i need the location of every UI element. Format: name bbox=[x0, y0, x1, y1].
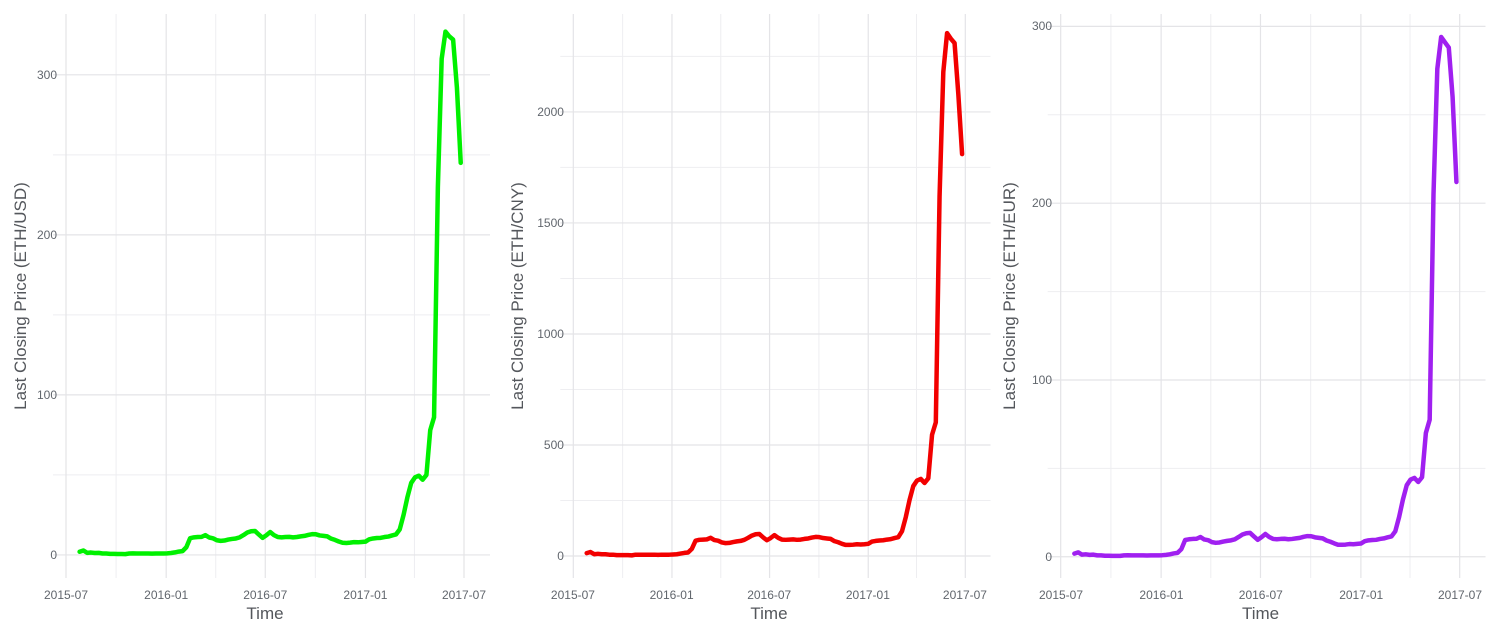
x-tick-label: 2017-01 bbox=[1339, 588, 1384, 602]
y-tick-label: 500 bbox=[543, 437, 564, 452]
x-tick-label: 2017-07 bbox=[441, 588, 487, 602]
x-axis-title: Time bbox=[1241, 604, 1280, 623]
chart-eth-cny-canvas bbox=[559, 14, 991, 578]
y-axis-title: Last Closing Price (ETH/USD) bbox=[11, 182, 30, 410]
x-tick-label: 2017-07 bbox=[1437, 588, 1483, 602]
x-tick-label: 2015-07 bbox=[43, 588, 89, 602]
y-tick-label: 0 bbox=[557, 549, 564, 564]
x-tick-label: 2016-07 bbox=[243, 588, 288, 602]
chart-eth-eur: Last Closing Price (ETH/EUR) Time 0 100 20… bbox=[991, 0, 1487, 628]
y-tick-label: 100 bbox=[36, 387, 57, 402]
price-line bbox=[1072, 34, 1460, 559]
x-axis-title: Time bbox=[246, 604, 284, 623]
x-tick-label: 2017-01 bbox=[343, 588, 388, 602]
x-tick-label: 2017-01 bbox=[845, 588, 890, 602]
y-tick-label: 300 bbox=[1031, 19, 1053, 34]
x-tick-label: 2017-07 bbox=[942, 588, 987, 602]
x-tick-label: 2016-01 bbox=[144, 588, 189, 602]
y-tick-label: 1000 bbox=[537, 326, 564, 341]
x-tick-label: 2015-07 bbox=[550, 588, 595, 602]
y-axis-title: Last Closing Price (ETH/EUR) bbox=[1000, 182, 1020, 410]
x-tick-label: 2016-07 bbox=[1238, 588, 1283, 602]
chart-eth-usd-canvas bbox=[53, 14, 490, 578]
y-tick-label: 100 bbox=[1031, 372, 1053, 387]
chart-eth-eur-canvas bbox=[1048, 14, 1486, 578]
chart-eth-cny: Last Closing Price (ETH/CNY) Time 0 500 10… bbox=[496, 0, 992, 628]
price-line bbox=[77, 29, 463, 557]
price-line bbox=[584, 30, 964, 558]
y-tick-label: 0 bbox=[1045, 549, 1053, 564]
y-tick-label: 200 bbox=[36, 227, 57, 242]
y-tick-label: 200 bbox=[1031, 196, 1053, 211]
y-tick-label: 0 bbox=[50, 547, 57, 562]
x-tick-label: 2016-01 bbox=[1139, 588, 1184, 602]
x-tick-label: 2016-07 bbox=[747, 588, 792, 602]
x-tick-label: 2016-01 bbox=[649, 588, 694, 602]
x-tick-label: 2015-07 bbox=[1038, 588, 1084, 602]
y-tick-label: 300 bbox=[36, 67, 57, 82]
chart-eth-usd: Last Closing Price (ETH/USD) Time 0 100 20… bbox=[0, 0, 496, 628]
y-tick-label: 1500 bbox=[537, 215, 564, 230]
y-tick-label: 2000 bbox=[537, 104, 564, 119]
x-axis-title: Time bbox=[750, 604, 788, 623]
y-axis-title: Last Closing Price (ETH/CNY) bbox=[507, 182, 527, 410]
